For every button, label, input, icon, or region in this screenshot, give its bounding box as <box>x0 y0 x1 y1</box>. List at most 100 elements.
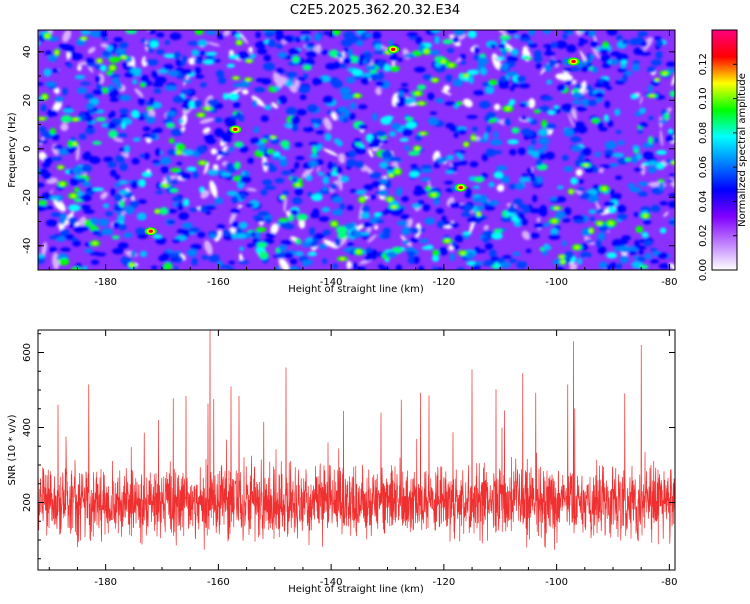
heatmap-speckle-blob <box>318 243 328 250</box>
heatmap-low-region <box>441 90 452 96</box>
heatmap-speckle-blob <box>462 231 472 236</box>
heatmap-speckle-blob <box>114 174 121 181</box>
heatmap-speckle-blob <box>578 37 584 43</box>
heatmap-speckle-blob <box>43 172 52 181</box>
heatmap-speckle-blob <box>295 156 305 161</box>
heatmap-speckle-blob <box>319 49 329 55</box>
heatmap-speckle-blob <box>508 183 516 190</box>
heatmap-speckle-blob <box>555 211 566 219</box>
heatmap-speckle-blob <box>308 159 318 168</box>
y-tick-label: 200 <box>22 493 33 512</box>
snr-x-axis: -180 -160 -140 -120 -100 -80 <box>48 330 678 588</box>
heatmap-speckle-blob <box>372 31 382 40</box>
heatmap-speckle-blob <box>250 231 256 238</box>
heatmap-speckle-blob <box>85 57 95 65</box>
heatmap-speckle-blob <box>278 155 287 160</box>
heatmap-speckle-blob <box>402 127 413 137</box>
heatmap-speckle-blob <box>572 215 585 222</box>
heatmap-speckle-blob <box>490 256 499 262</box>
heatmap-speckle-blob <box>405 97 412 106</box>
heatmap-speckle-blob <box>114 48 126 55</box>
heatmap-speckle-blob <box>434 35 440 45</box>
heatmap-speckle-blob <box>544 151 555 160</box>
heatmap-speckle-blob <box>533 109 541 114</box>
heatmap-speckle-blob <box>345 76 356 84</box>
heatmap-speckle-blob <box>597 232 606 241</box>
heatmap-speckle-blob <box>208 134 214 143</box>
heatmap-speckle-blob <box>578 30 586 33</box>
heatmap-mid-core <box>416 92 420 95</box>
heatmap-speckle-blob <box>67 63 73 69</box>
heatmap-speckle-blob <box>322 176 330 185</box>
heatmap-speckle-blob <box>609 163 619 168</box>
heatmap-speckle-blob <box>307 191 313 197</box>
heatmap-speckle-blob <box>597 121 604 129</box>
heatmap-speckle-blob <box>252 237 259 245</box>
heatmap-mid-core <box>93 242 97 245</box>
heatmap-speckle-blob <box>332 30 341 36</box>
heatmap-mid-core <box>415 147 419 150</box>
heatmap-speckle-blob <box>304 58 315 66</box>
heatmap-speckle-blob <box>402 239 410 245</box>
heatmap-speckle-blob <box>106 44 113 52</box>
heatmap-low-region <box>142 61 148 67</box>
heatmap-speckle-blob <box>311 193 323 202</box>
heatmap-speckle-blob <box>374 130 386 137</box>
heatmap-panel: -180 -160 -140 -120 -100 -80 -40 -20 0 20 40 Heig… <box>7 29 678 295</box>
heatmap-speckle-blob <box>89 251 101 256</box>
heatmap-speckle-blob <box>606 85 613 91</box>
heatmap-speckle-blob <box>527 145 535 152</box>
heatmap-speckle-blob <box>238 114 245 122</box>
heatmap-low-region <box>536 217 541 222</box>
heatmap-speckle-blob <box>614 192 622 200</box>
heatmap-speckle-blob <box>332 196 343 204</box>
heatmap-speckle-blob <box>621 235 631 241</box>
heatmap-speckle-blob <box>413 189 424 196</box>
heatmap-speckle-blob <box>260 189 268 196</box>
heatmap-speckle-blob <box>637 256 646 263</box>
heatmap-mid-core <box>246 78 250 81</box>
snr-y-axis: 200 400 600 <box>22 333 675 560</box>
heatmap-speckle-blob <box>130 67 142 75</box>
heatmap-speckle-blob <box>405 121 417 129</box>
heatmap-speckle-blob <box>73 187 81 193</box>
heatmap-speckle-blob <box>500 216 513 223</box>
heatmap-speckle-blob <box>406 32 419 37</box>
heatmap-speckle-blob <box>410 237 419 243</box>
heatmap-speckle-blob <box>263 62 275 71</box>
heatmap-mid-core <box>392 206 396 209</box>
heatmap-speckle-blob <box>296 77 306 82</box>
colorbar-tick-label: 0.10 <box>698 87 709 109</box>
heatmap-speckle-blob <box>530 175 536 182</box>
heatmap-mid-core <box>71 194 75 197</box>
heatmap-speckle-blob <box>375 219 385 224</box>
heatmap-speckle-blob <box>137 233 148 239</box>
heatmap-speckle-blob <box>322 31 334 35</box>
heatmap-low-region <box>271 102 279 109</box>
heatmap-low-region <box>241 89 249 95</box>
heatmap-speckle-blob <box>135 227 146 233</box>
heatmap-speckle-blob <box>187 41 199 46</box>
heatmap-low-region <box>493 103 501 111</box>
heatmap-speckle-blob <box>542 30 551 35</box>
heatmap-speckle-blob <box>668 220 675 225</box>
heatmap-speckle-blob <box>404 145 410 151</box>
heatmap-speckle-blob <box>151 129 158 134</box>
heatmap-low-region <box>77 65 82 71</box>
heatmap-speckle-blob <box>231 195 239 204</box>
heatmap-speckle-blob <box>449 222 459 228</box>
heatmap-speckle-blob <box>633 212 639 217</box>
heatmap-speckle-blob <box>194 66 202 75</box>
heatmap-speckle-blob <box>522 205 530 214</box>
heatmap-speckle-blob <box>247 243 254 248</box>
heatmap-speckle-blob <box>314 118 323 125</box>
heatmap-speckle-blob <box>614 108 621 116</box>
heatmap-speckle-blob <box>487 200 500 206</box>
heatmap-mid-core <box>357 250 361 253</box>
heatmap-speckle-blob <box>119 199 125 208</box>
heatmap-speckle-blob <box>667 128 674 134</box>
heatmap-low-region <box>62 30 72 43</box>
colorbar-tick-label: 0.00 <box>698 259 709 281</box>
heatmap-low-region <box>283 197 287 213</box>
heatmap-speckle-blob <box>147 48 155 53</box>
